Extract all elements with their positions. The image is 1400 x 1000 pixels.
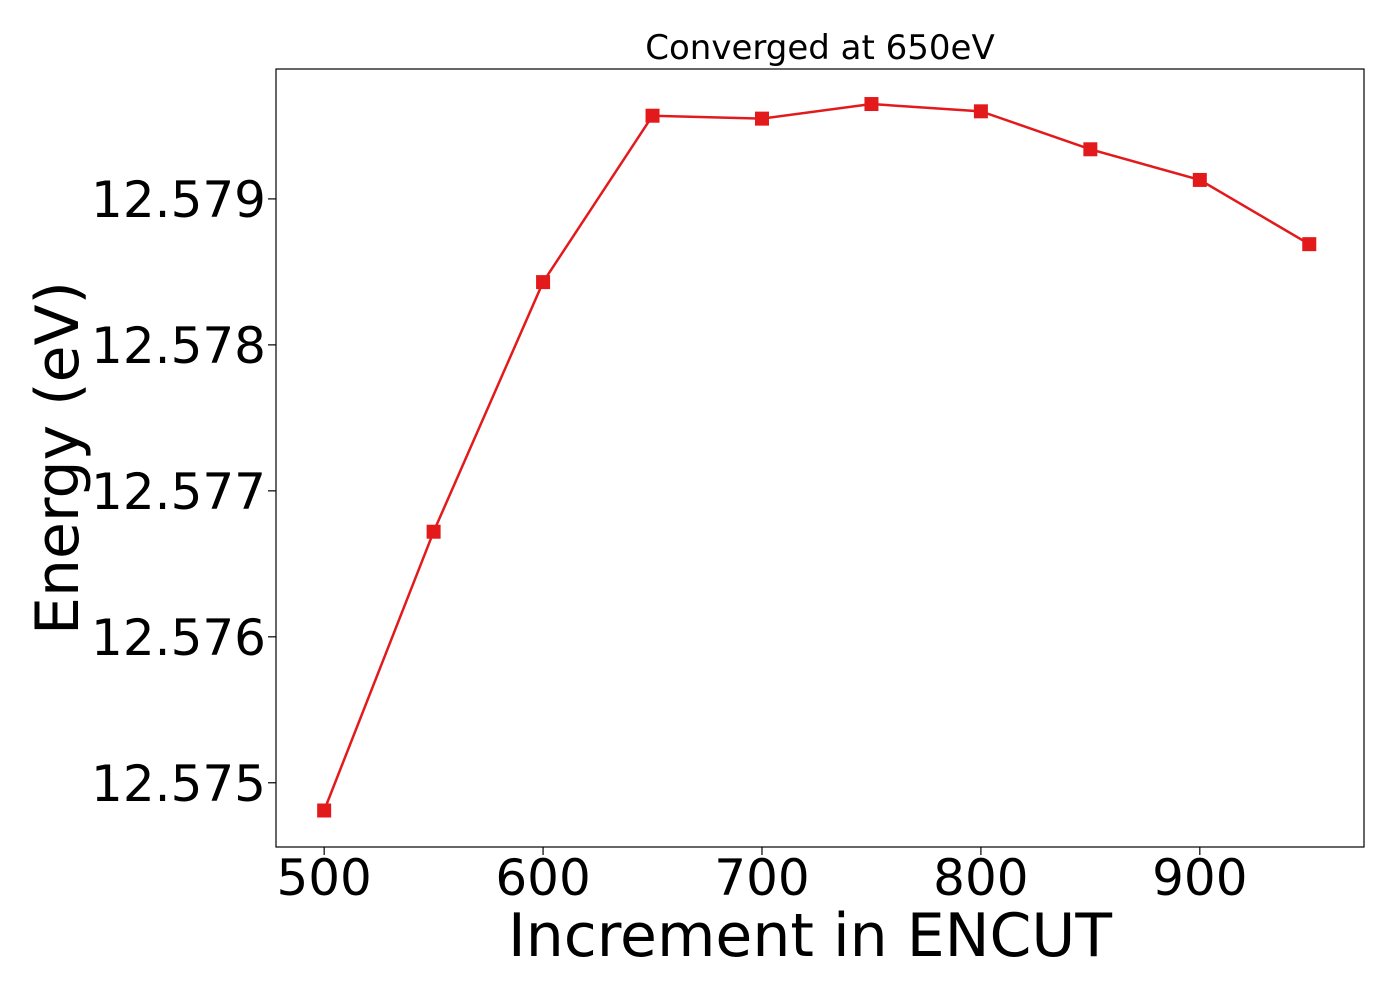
data-point — [864, 97, 879, 112]
data-point — [1302, 237, 1317, 252]
x-tick-label: 900 — [1152, 849, 1247, 907]
series-line — [322, 102, 1310, 811]
y-tick-label: 12.576 — [91, 609, 266, 667]
x-tick-label: 800 — [933, 849, 1028, 907]
y-tick-label: 12.579 — [91, 171, 266, 229]
chart-title: Converged at 650eV — [645, 28, 994, 68]
data-point — [1192, 172, 1207, 187]
y-tick-label: 12.578 — [91, 317, 266, 375]
x-axis: 500 600 700 800 900 — [276, 847, 1248, 907]
y-tick-label: 12.577 — [91, 463, 266, 521]
x-axis-label: Increment in ENCUT — [508, 901, 1112, 971]
y-axis-label: Energy (eV) — [23, 281, 93, 635]
data-point — [426, 524, 441, 539]
data-point — [754, 111, 769, 126]
x-tick-label: 500 — [276, 849, 371, 907]
data-point — [645, 108, 660, 123]
x-tick-label: 600 — [495, 849, 590, 907]
data-point — [1083, 142, 1098, 157]
y-tick-label: 12.575 — [91, 755, 266, 813]
data-point — [536, 275, 551, 290]
y-axis: 12.575 12.576 12.577 12.578 12.579 — [91, 171, 276, 813]
data-point — [973, 104, 988, 119]
series-layer — [317, 97, 1317, 818]
data-point — [317, 803, 332, 818]
x-tick-label: 700 — [714, 849, 809, 907]
plot-area-frame — [275, 68, 1365, 848]
